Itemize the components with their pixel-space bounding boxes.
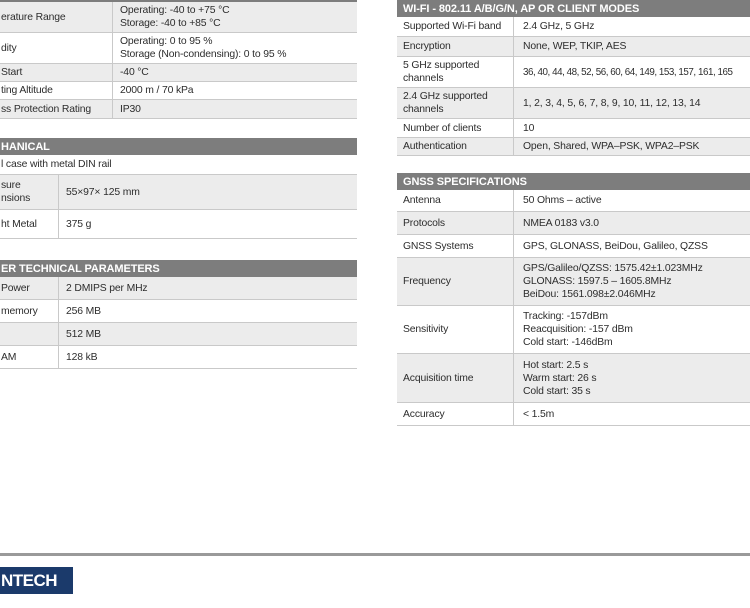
table-row: dity Operating: 0 to 95 % Storage (Non-c… [0, 33, 357, 64]
footer-divider [0, 553, 750, 556]
cropped-header-sliver [0, 0, 357, 2]
table-row: Encryption None, WEP, TKIP, AES [397, 37, 750, 57]
row-label: Acquisition time [403, 372, 474, 384]
row-label: Authentication [403, 141, 467, 152]
wifi-table: Supported Wi-Fi band 2.4 GHz, 5 GHz Encr… [397, 17, 750, 156]
row-value: 2.4 GHz, 5 GHz [513, 17, 750, 36]
row-value: Operating: -40 to +75 °C Storage: -40 to… [112, 2, 357, 32]
logo-text: NTECH [1, 570, 58, 590]
table-row: Supported Wi-Fi band 2.4 GHz, 5 GHz [397, 17, 750, 37]
table-row: Authentication Open, Shared, WPA–PSK, WP… [397, 138, 750, 156]
gnss-table: Antenna 50 Ohms – active Protocols NMEA … [397, 190, 750, 426]
row-value: Operating: 0 to 95 % Storage (Non-conden… [112, 33, 357, 63]
row-label: Accuracy [403, 408, 445, 420]
table-row: Antenna 50 Ohms – active [397, 190, 750, 212]
row-value: Tracking: -157dBm Reacquisition: -157 dB… [513, 306, 750, 353]
left-column: erature Range Operating: -40 to +75 °C S… [0, 0, 357, 369]
row-value: 2 DMIPS per MHz [58, 277, 357, 299]
row-value: 1, 2, 3, 4, 5, 6, 7, 8, 9, 10, 11, 12, 1… [513, 88, 750, 118]
row-label [0, 323, 58, 345]
row-value: Open, Shared, WPA–PSK, WPA2–PSK [513, 138, 750, 155]
table-row: Start -40 °C [0, 64, 357, 82]
row-value: 36, 40, 44, 48, 52, 56, 60, 64, 149, 153… [513, 57, 750, 87]
row-value: 256 MB [58, 300, 357, 322]
mechanical-table: l case with metal DIN rail sure nsions 5… [0, 155, 357, 239]
section-header-mechanical: HANICAL [0, 138, 357, 155]
row-value: 512 MB [58, 323, 357, 345]
row-label: ht Metal [1, 218, 37, 230]
table-row: sure nsions 55×97× 125 mm [0, 175, 357, 210]
table-row: erature Range Operating: -40 to +75 °C S… [0, 2, 357, 33]
row-value: Hot start: 2.5 s Warm start: 26 s Cold s… [513, 354, 750, 402]
row-label: Frequency [403, 276, 451, 287]
row-label: Power [1, 282, 30, 294]
section-header-wifi: WI-FI - 802.11 A/B/G/N, AP OR CLIENT MOD… [397, 0, 750, 17]
right-column: WI-FI - 802.11 A/B/G/N, AP OR CLIENT MOD… [397, 0, 750, 426]
row-label: GNSS Systems [403, 240, 474, 252]
table-row: 512 MB [0, 323, 357, 346]
row-value: IP30 [112, 100, 357, 118]
row-label: Encryption [403, 41, 451, 52]
environment-table: erature Range Operating: -40 to +75 °C S… [0, 2, 357, 119]
table-row: Sensitivity Tracking: -157dBm Reacquisit… [397, 306, 750, 354]
row-label: Sensitivity [403, 324, 449, 335]
row-label: ss Protection Rating [1, 103, 91, 115]
row-label: 2.4 GHz supported channels [403, 91, 488, 115]
row-label: erature Range [1, 11, 66, 23]
table-row: GNSS Systems GPS, GLONASS, BeiDou, Galil… [397, 235, 750, 258]
row-value: 375 g [58, 210, 357, 238]
row-value: 10 [513, 119, 750, 137]
row-label: sure nsions [1, 180, 31, 204]
table-row: Power 2 DMIPS per MHz [0, 277, 357, 300]
row-label: Start [1, 67, 23, 78]
table-row: Acquisition time Hot start: 2.5 s Warm s… [397, 354, 750, 403]
row-value: 55×97× 125 mm [58, 175, 357, 209]
table-row: ss Protection Rating IP30 [0, 100, 357, 119]
other-parameters-table: Power 2 DMIPS per MHz memory 256 MB 512 … [0, 277, 357, 369]
table-row-fullwidth: l case with metal DIN rail [0, 155, 357, 175]
row-label: Number of clients [403, 122, 482, 134]
row-label: AM [1, 351, 17, 363]
table-row: Accuracy < 1.5m [397, 403, 750, 426]
row-value: GPS, GLONASS, BeiDou, Galileo, QZSS [513, 235, 750, 257]
row-label: ting Altitude [1, 85, 53, 96]
row-value: 128 kB [58, 346, 357, 368]
table-row: AM 128 kB [0, 346, 357, 369]
row-label: dity [1, 42, 17, 54]
table-row: Frequency GPS/Galileo/QZSS: 1575.42±1.02… [397, 258, 750, 306]
row-label: 5 GHz supported channels [403, 60, 480, 84]
table-row: Number of clients 10 [397, 119, 750, 138]
section-header-gnss: GNSS SPECIFICATIONS [397, 173, 750, 190]
row-label: memory [1, 305, 38, 317]
row-value: 2000 m / 70 kPa [112, 82, 357, 99]
table-row: Protocols NMEA 0183 v3.0 [397, 212, 750, 235]
table-row: ht Metal 375 g [0, 210, 357, 239]
advantech-logo: NTECH [0, 567, 73, 594]
row-value: < 1.5m [513, 403, 750, 425]
section-header-other-parameters: ER TECHNICAL PARAMETERS [0, 260, 357, 277]
row-value: NMEA 0183 v3.0 [513, 212, 750, 234]
row-value: -40 °C [112, 64, 357, 81]
row-value: GPS/Galileo/QZSS: 1575.42±1.023MHz GLONA… [513, 258, 750, 305]
table-row: 2.4 GHz supported channels 1, 2, 3, 4, 5… [397, 88, 750, 119]
table-row: 5 GHz supported channels 36, 40, 44, 48,… [397, 57, 750, 88]
row-label: Protocols [403, 217, 445, 229]
row-label: Supported Wi-Fi band [403, 21, 502, 32]
row-value: None, WEP, TKIP, AES [513, 37, 750, 56]
table-row: memory 256 MB [0, 300, 357, 323]
row-value: 50 Ohms – active [513, 190, 750, 211]
row-label: Antenna [403, 195, 441, 206]
table-row: ting Altitude 2000 m / 70 kPa [0, 82, 357, 100]
